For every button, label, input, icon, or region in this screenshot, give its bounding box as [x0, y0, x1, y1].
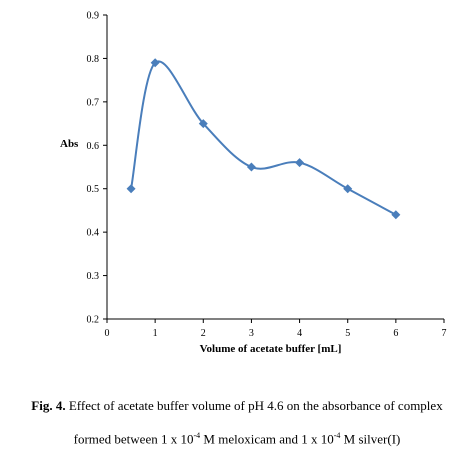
caption-text-2c: M silver(I)	[340, 431, 401, 447]
data-point-marker	[295, 158, 305, 168]
x-tick-label: 2	[201, 328, 206, 339]
data-point-marker	[126, 184, 136, 194]
data-point-marker	[391, 210, 401, 220]
y-tick-label: 0.6	[87, 141, 100, 152]
caption-exponent-2: -4	[333, 431, 341, 440]
y-tick-label: 0.5	[87, 184, 100, 195]
series-line	[130, 60, 397, 216]
y-tick-label: 0.7	[87, 97, 100, 108]
x-tick-label: 4	[297, 328, 302, 339]
y-axis-label: Abs	[60, 138, 79, 150]
y-tick-label: 0.2	[87, 315, 100, 326]
figure-caption-line-2: formed between 1 x 10-4 M meloxicam and …	[0, 431, 474, 447]
y-tick-label: 0.3	[87, 271, 100, 282]
x-tick-label: 6	[393, 328, 398, 339]
caption-text-2a: formed between 1 x 10	[73, 431, 194, 447]
x-tick-labels: 0 1 2 3 4 5 6 7	[105, 328, 447, 339]
data-point-marker	[150, 58, 160, 68]
x-tick-label: 1	[153, 328, 158, 339]
x-axis-label: Volume of acetate buffer [mL]	[200, 343, 342, 355]
x-tick-label: 5	[345, 328, 350, 339]
y-tick-label: 0.4	[87, 228, 100, 239]
y-tick-label: 0.8	[87, 54, 100, 65]
figure-label: Fig. 4.	[31, 398, 66, 413]
x-tick-label: 0	[105, 328, 110, 339]
caption-exponent-1: -4	[193, 431, 201, 440]
y-tick-label: 0.9	[87, 11, 100, 22]
data-point-marker	[246, 162, 256, 172]
caption-text-1: Effect of acetate buffer volume of pH 4.…	[65, 398, 443, 413]
caption-text-2b: M meloxicam and 1 x 10	[200, 431, 334, 447]
chart-axes	[103, 14, 445, 323]
figure-caption-line-1: Fig. 4. Effect of acetate buffer volume …	[0, 398, 474, 414]
x-tick-label: 7	[442, 328, 447, 339]
data-point-marker	[343, 184, 353, 194]
data-point-marker	[198, 119, 208, 129]
chart-area: 0.2 0.3 0.4 0.5 0.6 0.7 0.8 0.9 0 1 2 3 4 5 6 7 Abs Vo…	[60, 11, 447, 356]
y-tick-labels: 0.2 0.3 0.4 0.5 0.6 0.7 0.8 0.9	[87, 11, 100, 326]
series-markers	[126, 58, 401, 220]
x-tick-label: 3	[249, 328, 254, 339]
